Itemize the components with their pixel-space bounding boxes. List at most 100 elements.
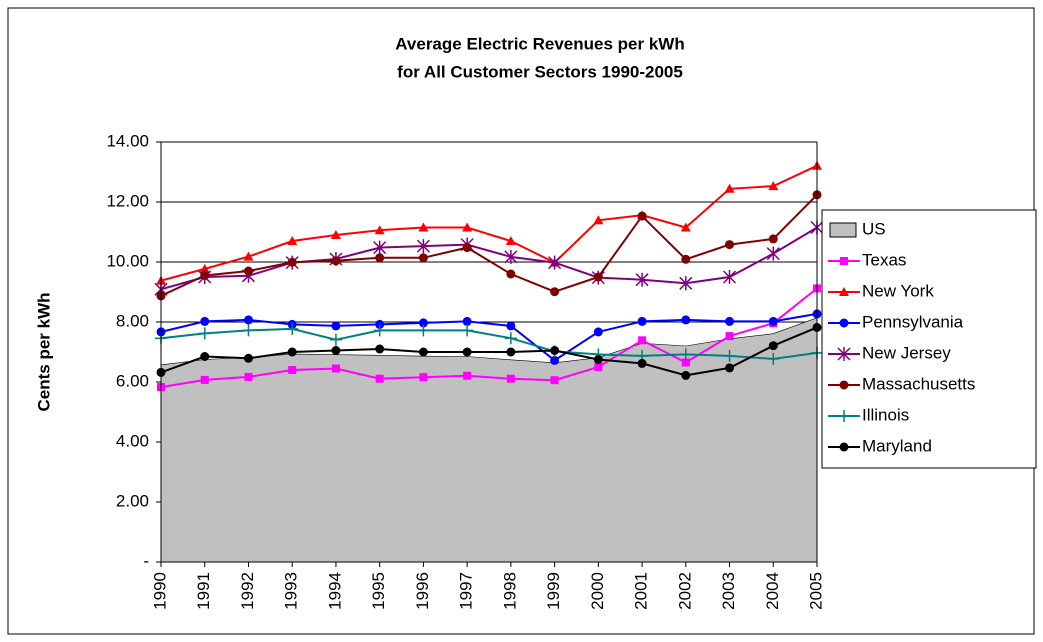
marker xyxy=(768,341,778,351)
marker xyxy=(593,327,603,337)
marker xyxy=(200,271,210,280)
marker xyxy=(331,256,341,266)
y-tick-label: 8.00 xyxy=(116,311,149,330)
x-tick-label: 2004 xyxy=(763,572,782,610)
marker xyxy=(331,364,340,373)
marker xyxy=(288,366,297,374)
x-tick-label: 1996 xyxy=(413,572,432,610)
marker xyxy=(725,316,735,326)
line xyxy=(160,287,818,389)
legend-label: Maryland xyxy=(862,436,932,455)
legend-label: New York xyxy=(862,281,934,300)
y-tick-label: 12.00 xyxy=(106,191,149,210)
marker xyxy=(374,225,385,235)
marker xyxy=(681,358,690,367)
marker xyxy=(199,263,210,273)
marker xyxy=(243,315,253,325)
chart-title: for All Customer Sectors 1990-2005 xyxy=(397,62,683,81)
marker xyxy=(200,375,209,384)
marker xyxy=(331,346,341,355)
marker xyxy=(839,442,849,452)
y-tick-label: 6.00 xyxy=(116,371,149,390)
marker xyxy=(419,373,428,382)
marker xyxy=(723,349,736,362)
legend-label: Illinois xyxy=(862,405,909,424)
x-tick-label: 2003 xyxy=(719,572,738,610)
marker xyxy=(200,352,210,361)
marker xyxy=(723,270,737,284)
marker xyxy=(638,336,647,345)
marker xyxy=(767,352,780,365)
y-tick-label: 14.00 xyxy=(106,131,149,150)
marker xyxy=(243,251,254,261)
marker xyxy=(244,372,253,381)
x-tick-label: 1999 xyxy=(544,572,563,610)
x-tick-label: 1992 xyxy=(238,572,257,610)
marker xyxy=(418,222,429,232)
marker xyxy=(242,324,255,337)
marker xyxy=(375,344,385,354)
legend-swatch xyxy=(829,222,857,238)
x-tick-label: 1994 xyxy=(325,572,344,610)
marker xyxy=(418,347,428,357)
marker xyxy=(724,183,735,193)
marker xyxy=(840,257,848,265)
marker xyxy=(839,380,849,390)
marker xyxy=(550,376,559,385)
line xyxy=(160,312,818,362)
marker xyxy=(679,348,692,361)
marker xyxy=(198,327,211,340)
marker xyxy=(243,266,253,276)
marker xyxy=(637,211,647,221)
line xyxy=(160,194,818,297)
marker xyxy=(200,316,210,326)
x-tick-label: 2005 xyxy=(806,572,825,610)
line xyxy=(160,226,818,291)
marker xyxy=(462,347,472,357)
marker xyxy=(461,324,474,337)
marker xyxy=(839,318,849,328)
marker xyxy=(462,243,472,253)
marker xyxy=(681,254,691,264)
marker xyxy=(416,239,430,254)
marker xyxy=(550,287,560,297)
marker xyxy=(837,347,851,361)
marker xyxy=(593,272,603,282)
marker xyxy=(287,347,297,357)
x-tick-label: 2001 xyxy=(632,572,651,610)
marker xyxy=(330,230,341,239)
marker xyxy=(681,315,691,325)
marker xyxy=(287,236,298,245)
marker xyxy=(418,318,428,328)
marker xyxy=(504,332,517,345)
marker xyxy=(506,321,516,331)
y-tick-label: 10.00 xyxy=(106,251,149,270)
marker xyxy=(681,370,691,380)
legend-label: US xyxy=(862,219,886,238)
legend-label: Massachusetts xyxy=(862,374,975,393)
legend-label: Texas xyxy=(862,250,906,269)
legend-label: Pennsylvania xyxy=(862,312,964,331)
x-tick-label: 2002 xyxy=(675,572,694,610)
marker xyxy=(550,355,560,365)
x-tick-label: 1998 xyxy=(500,572,519,610)
x-tick-label: 1997 xyxy=(457,572,476,610)
x-tick-label: 2000 xyxy=(588,572,607,610)
x-tick-label: 1991 xyxy=(194,572,213,610)
marker xyxy=(243,353,253,363)
marker xyxy=(373,324,386,337)
marker xyxy=(329,333,342,346)
marker xyxy=(725,332,734,341)
marker xyxy=(462,316,472,326)
marker xyxy=(680,222,691,232)
x-tick-label: 1995 xyxy=(369,572,388,610)
y-tick-label: - xyxy=(143,551,149,570)
marker xyxy=(593,215,604,225)
marker xyxy=(725,240,735,250)
marker xyxy=(506,347,516,357)
marker xyxy=(548,255,562,270)
marker xyxy=(550,346,560,355)
marker xyxy=(594,363,603,371)
marker xyxy=(375,253,385,263)
